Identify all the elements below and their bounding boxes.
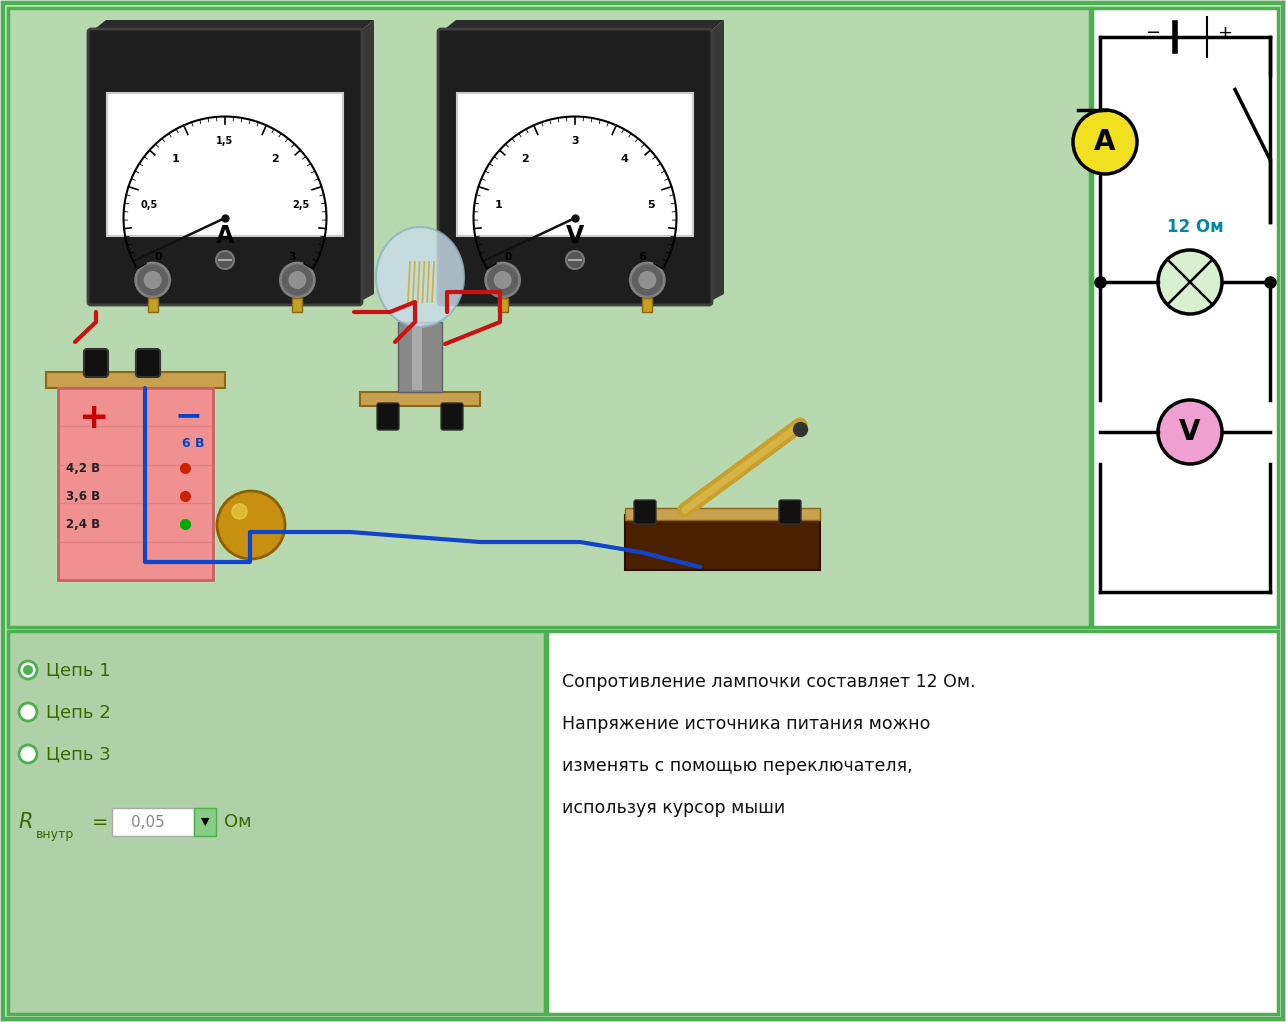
Circle shape (494, 271, 512, 289)
Text: 6: 6 (638, 251, 646, 262)
Text: 2,5: 2,5 (293, 199, 310, 210)
Text: 0,05: 0,05 (131, 815, 165, 830)
Circle shape (1157, 400, 1222, 464)
Text: используя курсор мыши: используя курсор мыши (562, 799, 786, 817)
Text: Цепь 2: Цепь 2 (46, 703, 111, 721)
Text: 5: 5 (647, 199, 655, 210)
FancyBboxPatch shape (547, 631, 1278, 1014)
Text: 2,4 В: 2,4 В (66, 517, 100, 530)
Text: Цепь 1: Цепь 1 (46, 661, 111, 679)
Text: A: A (1094, 128, 1116, 156)
Bar (46, 372, 225, 388)
Polygon shape (91, 20, 374, 32)
Ellipse shape (376, 227, 464, 327)
Bar (148, 298, 158, 312)
Text: внутр: внутр (36, 828, 75, 840)
Circle shape (19, 703, 37, 721)
Text: V: V (566, 224, 584, 248)
Circle shape (280, 263, 314, 297)
Circle shape (638, 271, 656, 289)
FancyBboxPatch shape (779, 500, 801, 524)
FancyBboxPatch shape (112, 808, 194, 836)
Text: =: = (91, 812, 108, 832)
FancyBboxPatch shape (194, 808, 216, 836)
Text: Напряжение источника питания можно: Напряжение источника питания можно (562, 715, 930, 733)
Text: Сопротивление лампочки составляет 12 Ом.: Сопротивление лампочки составляет 12 Ом. (562, 673, 976, 691)
Circle shape (216, 251, 234, 269)
FancyBboxPatch shape (1092, 8, 1278, 628)
Circle shape (288, 271, 306, 289)
Text: 0: 0 (154, 251, 162, 262)
Bar (360, 392, 480, 406)
Circle shape (144, 271, 162, 289)
Text: −: − (1146, 24, 1160, 42)
Bar (498, 298, 508, 312)
FancyBboxPatch shape (87, 29, 361, 305)
Text: −: − (174, 400, 202, 432)
Text: 12 Ом: 12 Ом (1166, 218, 1223, 236)
Text: 1: 1 (495, 199, 503, 210)
Bar (397, 322, 442, 392)
Text: $R$: $R$ (18, 812, 32, 832)
Text: ▼: ▼ (201, 817, 210, 827)
Text: 3: 3 (571, 136, 579, 145)
FancyBboxPatch shape (634, 500, 656, 524)
Bar (643, 298, 652, 312)
Text: 6 В: 6 В (183, 436, 204, 450)
Bar (107, 93, 343, 236)
FancyBboxPatch shape (439, 29, 712, 305)
Circle shape (19, 745, 37, 763)
Polygon shape (359, 20, 374, 301)
Circle shape (486, 263, 520, 297)
FancyBboxPatch shape (136, 349, 159, 377)
Circle shape (23, 665, 33, 675)
Text: 4,2 В: 4,2 В (66, 462, 100, 474)
Text: 3,6 В: 3,6 В (66, 490, 100, 503)
Bar (292, 298, 302, 312)
Text: V: V (1179, 418, 1201, 446)
Text: Цепь 3: Цепь 3 (46, 745, 111, 763)
Text: A: A (216, 224, 234, 248)
Bar (625, 508, 820, 520)
Text: +: + (78, 401, 108, 435)
Polygon shape (441, 20, 724, 32)
Text: 0,5: 0,5 (140, 199, 157, 210)
Text: 2: 2 (521, 153, 529, 164)
FancyBboxPatch shape (8, 631, 545, 1014)
Text: 2: 2 (271, 153, 279, 164)
Circle shape (1073, 110, 1137, 174)
Text: 3: 3 (288, 251, 296, 262)
Circle shape (1157, 250, 1222, 314)
Text: изменять с помощью переключателя,: изменять с помощью переключателя, (562, 757, 913, 775)
Text: +: + (1218, 24, 1232, 42)
Text: Ом: Ом (224, 812, 252, 831)
FancyBboxPatch shape (377, 403, 399, 430)
Polygon shape (709, 20, 724, 301)
FancyBboxPatch shape (84, 349, 108, 377)
FancyBboxPatch shape (625, 515, 820, 570)
Text: 0: 0 (504, 251, 512, 262)
Text: 1: 1 (171, 153, 179, 164)
Bar (457, 93, 693, 236)
Text: 1,5: 1,5 (216, 136, 234, 145)
Text: 4: 4 (621, 153, 629, 164)
Circle shape (19, 661, 37, 679)
FancyBboxPatch shape (58, 388, 213, 580)
Circle shape (566, 251, 584, 269)
FancyBboxPatch shape (8, 8, 1091, 628)
Bar (412, 324, 422, 390)
Circle shape (630, 263, 665, 297)
Circle shape (135, 263, 170, 297)
FancyBboxPatch shape (441, 403, 463, 430)
Circle shape (217, 491, 285, 559)
